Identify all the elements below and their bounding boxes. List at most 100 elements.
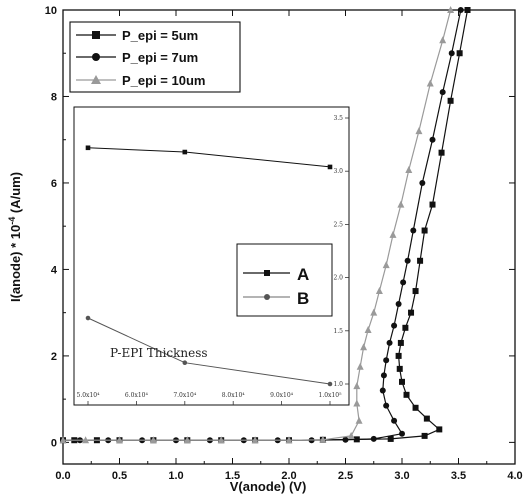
data-point <box>395 301 402 308</box>
inset-axis-ticks: 5.0x10⁴ 6.0x10⁴ 7.0x10⁴ 8.0x10⁴ 9.0x10⁴ 1.0x1… <box>77 115 349 405</box>
data-point <box>421 227 428 234</box>
inset-x-tick-label: 1.0x10⁵ <box>319 392 343 399</box>
data-point <box>347 431 355 439</box>
data-point <box>419 179 426 186</box>
inset-legend-label: A <box>297 265 309 284</box>
data-point <box>402 324 409 331</box>
data-point <box>405 165 413 173</box>
data-point <box>397 339 404 346</box>
inset-data-point <box>182 149 188 155</box>
legend-label: P_epi = 5um <box>122 28 198 43</box>
data-point <box>387 435 394 442</box>
x-tick-label: 3.5 <box>451 470 466 482</box>
data-point <box>404 257 411 264</box>
legend-entry-10um: P_epi = 10um <box>76 73 205 88</box>
legend-label: P_epi = 10um <box>122 73 205 88</box>
y-tick-label: 0 <box>51 437 57 449</box>
data-point <box>285 436 293 444</box>
x-tick-label: 2.5 <box>338 470 353 482</box>
data-point <box>457 7 464 13</box>
data-point <box>447 6 455 13</box>
data-point <box>360 343 368 351</box>
x-tick-label: 1.5 <box>225 470 240 482</box>
inset-x-tick-label: 7.0x10⁴ <box>173 392 197 399</box>
data-point <box>370 435 377 442</box>
y-tick-label: 8 <box>51 91 57 103</box>
data-point <box>353 382 361 390</box>
inset-y-tick-label: 2.5 <box>333 221 343 228</box>
y-axis-label-exponent: -4 <box>7 217 17 225</box>
data-point <box>429 136 436 143</box>
legend-entry-5um: P_epi = 5um <box>76 28 198 43</box>
data-point <box>391 322 398 329</box>
data-point <box>319 435 327 443</box>
inset-x-label: P-EPI Thickness <box>110 346 208 360</box>
data-point <box>448 50 455 57</box>
y-axis-label: I(anode) * 10-4 (A/um) <box>7 172 23 302</box>
x-tick-label: 3.0 <box>394 470 409 482</box>
x-tick-label: 4.0 <box>507 470 522 482</box>
x-axis-label: V(anode) (V) <box>230 479 307 494</box>
data-point <box>399 430 405 437</box>
legend-entry-7um: P_epi = 7um <box>76 50 198 65</box>
inset-legend-label: B <box>297 289 309 308</box>
data-point <box>389 230 397 238</box>
x-tick-label: 0.5 <box>112 470 127 482</box>
data-point <box>364 325 372 333</box>
data-point <box>396 365 403 372</box>
data-point <box>251 436 259 444</box>
axis-ticks: 0.0 0.5 1.0 1.5 2.0 2.5 3.0 3.5 4.0 0 2 4 6 8 10 <box>45 5 523 482</box>
data-point <box>421 432 428 439</box>
inset-legend-entry-a: A <box>243 265 309 284</box>
data-point <box>217 436 225 444</box>
data-point <box>447 97 454 104</box>
inset-x-tick-label: 5.0x10⁴ <box>77 392 101 399</box>
data-point <box>412 288 419 295</box>
data-point <box>342 436 349 443</box>
inset-data-point <box>327 164 333 170</box>
inset-y-tick-label: 1.0 <box>333 381 343 388</box>
data-point <box>456 50 463 57</box>
data-point <box>382 261 390 269</box>
inset-series-group <box>85 145 333 387</box>
data-point <box>395 352 402 359</box>
x-tick-label: 0.0 <box>55 470 70 482</box>
x-tick-label: 2.0 <box>281 470 296 482</box>
data-point <box>375 287 383 295</box>
data-point <box>412 404 419 411</box>
inset-y-tick-label: 3.0 <box>333 168 343 175</box>
inset-x-tick-label: 8.0x10⁴ <box>222 392 246 399</box>
data-point <box>415 127 423 135</box>
y-tick-label: 6 <box>51 178 57 190</box>
data-point <box>82 436 90 444</box>
x-tick-label: 1.0 <box>168 470 183 482</box>
data-point <box>399 378 405 385</box>
data-point <box>408 309 415 316</box>
y-axis-label-unit: (A/um) <box>8 172 23 217</box>
legend-label: P_epi = 7um <box>122 50 198 65</box>
data-point <box>149 436 157 444</box>
inset-y-tick-label: 1.5 <box>333 328 343 335</box>
data-point <box>423 415 430 422</box>
data-point <box>353 399 361 407</box>
data-point <box>439 36 447 44</box>
y-tick-label: 4 <box>51 264 58 276</box>
data-point <box>464 7 471 13</box>
data-point <box>383 357 390 364</box>
inset-data-point <box>85 145 91 151</box>
data-point <box>59 436 67 444</box>
inset-data-point <box>327 381 333 387</box>
data-point <box>386 339 393 346</box>
inset-data-point <box>85 315 91 321</box>
data-point <box>116 436 123 444</box>
svg-text:I(anode) * 10-4 (A/um): I(anode) * 10-4 (A/um) <box>7 172 23 302</box>
data-point <box>383 402 390 409</box>
data-point <box>380 372 387 379</box>
data-point <box>400 279 407 286</box>
y-axis-label-text: I(anode) * 10 <box>8 225 23 302</box>
inset-x-tick-label: 6.0x10⁴ <box>125 392 149 399</box>
data-point <box>391 417 398 424</box>
data-point <box>370 308 378 316</box>
inset-legend-entry-b: B <box>243 289 309 308</box>
